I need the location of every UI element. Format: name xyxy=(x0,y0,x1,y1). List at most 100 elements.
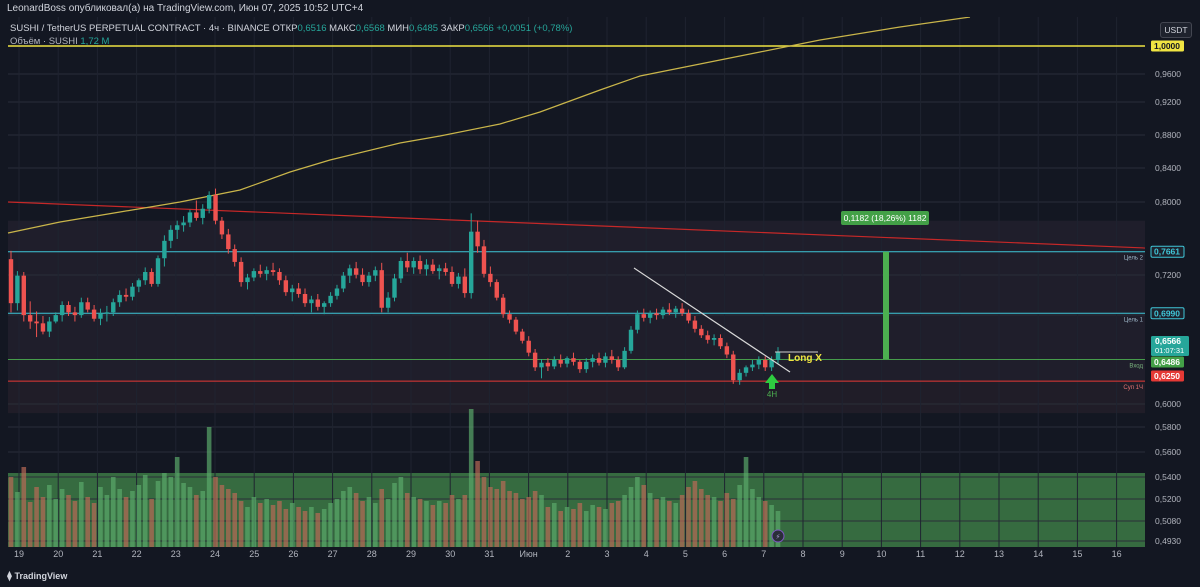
volume-bar xyxy=(34,487,39,547)
candle-body xyxy=(21,275,26,316)
candle-body xyxy=(213,195,218,221)
volume-bar xyxy=(737,485,742,547)
candle-body xyxy=(59,305,65,316)
candle-body xyxy=(360,274,365,283)
candle-body xyxy=(8,259,14,304)
volume-bar xyxy=(699,489,704,547)
candle-body xyxy=(558,360,563,364)
candle-body xyxy=(590,358,595,362)
target1-tag-border xyxy=(1150,307,1185,320)
volume-bar xyxy=(257,503,263,547)
candle-body xyxy=(174,225,180,230)
chart-area[interactable]: 0,96000,92000,88000,84000,80000,72000,68… xyxy=(0,17,1200,586)
symbol-name[interactable]: SUSHI / TetherUS PERPETUAL CONTRACT · 4ч… xyxy=(10,23,270,34)
candle-body xyxy=(187,212,193,223)
candle-body xyxy=(334,288,340,296)
volume-bar xyxy=(564,507,570,547)
candle-body xyxy=(309,299,314,304)
timeframe-label: 4H xyxy=(767,390,777,399)
volume-bar xyxy=(532,491,538,547)
candle-body xyxy=(417,261,423,270)
candlestick-chart[interactable]: 0,96000,92000,88000,84000,80000,72000,68… xyxy=(0,17,1200,586)
candle-body xyxy=(424,264,429,270)
candle-body xyxy=(622,350,627,368)
volume-bar xyxy=(596,507,602,547)
volume-bar xyxy=(673,503,679,547)
volume-bar xyxy=(104,495,110,547)
candle-body xyxy=(373,270,378,276)
time-tick: 16 xyxy=(1112,549,1122,559)
volume-bar xyxy=(692,481,698,547)
candle-body xyxy=(270,270,276,272)
candle-body xyxy=(245,277,250,283)
currency-button[interactable]: USDT xyxy=(1160,22,1192,38)
close-label: ЗАКР xyxy=(440,23,465,34)
candle-body xyxy=(392,278,397,298)
volume-bar xyxy=(500,481,506,547)
time-tick: Июн xyxy=(519,549,537,559)
candle-body xyxy=(34,321,39,324)
candle-body xyxy=(475,231,480,247)
time-tick: 26 xyxy=(288,549,298,559)
volume-bar xyxy=(91,503,97,547)
candle-body xyxy=(315,299,320,307)
volume-bar xyxy=(15,492,20,547)
volume-bar xyxy=(219,485,225,547)
volume-bar xyxy=(347,487,353,547)
volume-bar xyxy=(206,427,212,547)
volume-bar xyxy=(321,509,327,547)
candle-body xyxy=(283,280,289,293)
volume-bar xyxy=(443,503,448,547)
candle-body xyxy=(398,261,404,279)
candle-body xyxy=(750,364,755,368)
candle-body xyxy=(718,338,723,347)
candle-body xyxy=(85,302,90,310)
high-label: МАКС xyxy=(329,23,356,34)
volume-bar xyxy=(583,511,589,547)
time-tick: 22 xyxy=(132,549,142,559)
price-tick: 0,8800 xyxy=(1155,130,1181,140)
price-tick: 0,5200 xyxy=(1155,494,1181,504)
price-tick: 0,8400 xyxy=(1155,163,1181,173)
candle-body xyxy=(679,308,685,314)
candle-body xyxy=(686,313,691,321)
volume-bar xyxy=(603,509,608,547)
volume-bar xyxy=(226,489,231,547)
price-tick: 0,8000 xyxy=(1155,197,1181,207)
candle-body xyxy=(302,294,308,304)
volume-bar xyxy=(53,499,59,547)
volume-bar xyxy=(360,501,365,547)
candle-body xyxy=(641,314,646,318)
candle-body xyxy=(162,240,167,259)
candle-body xyxy=(366,275,372,283)
candle-body xyxy=(552,360,557,367)
candle-body xyxy=(711,338,717,340)
yellow-price-tag: 1,0000 xyxy=(1154,41,1180,51)
price-tick: 0,6000 xyxy=(1155,399,1181,409)
open-value: 0,6516 xyxy=(297,23,327,34)
volume-bar xyxy=(475,461,480,547)
volume-bar xyxy=(181,483,186,547)
candle-body xyxy=(673,308,678,313)
time-tick: 30 xyxy=(445,549,455,559)
up-arrow-icon xyxy=(765,374,779,389)
candle-body xyxy=(347,268,352,276)
publisher-line: LeonardBoss опубликовал(а) на TradingVie… xyxy=(0,0,1200,17)
candle-body xyxy=(775,351,781,360)
candle-body xyxy=(79,302,84,316)
volume-bar xyxy=(526,497,532,547)
candle-body xyxy=(692,320,698,329)
candle-body xyxy=(507,314,512,320)
tradingview-logo-icon: ⧫ xyxy=(7,571,12,582)
volume-bar xyxy=(110,477,116,547)
volume-bar xyxy=(142,475,148,547)
candle-body xyxy=(296,288,301,294)
price-tick: 0,5600 xyxy=(1155,447,1181,457)
candle-body xyxy=(98,313,103,319)
volume-label[interactable]: Объём · SUSHI xyxy=(10,36,78,47)
candle-body xyxy=(481,246,487,274)
candle-body xyxy=(341,275,346,289)
volume-bar xyxy=(743,457,749,547)
candle-body xyxy=(737,372,742,381)
candle-body xyxy=(724,346,730,355)
